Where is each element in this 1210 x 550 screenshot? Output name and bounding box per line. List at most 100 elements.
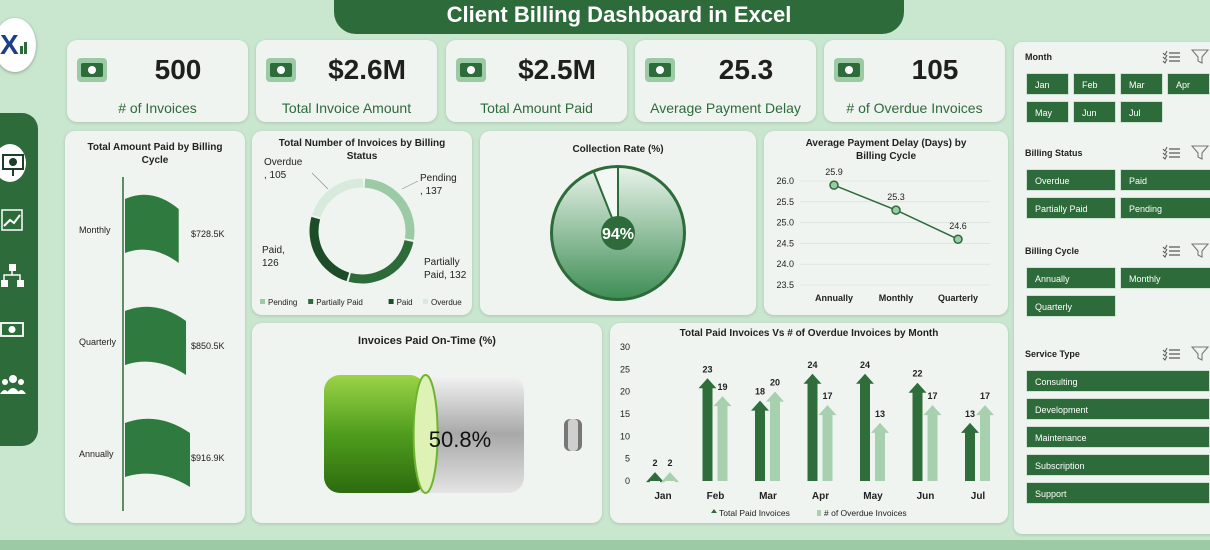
multi-select-icon[interactable] (1162, 347, 1182, 361)
money-icon[interactable] (0, 316, 26, 342)
slicer-item-monthly[interactable]: Monthly (1120, 267, 1210, 289)
multi-select-icon[interactable] (1162, 146, 1182, 160)
x-tick-label: Quarterly (938, 293, 978, 303)
slicer-item-consulting[interactable]: Consulting (1026, 370, 1210, 392)
data-label: 20 (770, 378, 780, 388)
icon-shape (1191, 346, 1209, 361)
logo: X (0, 18, 36, 72)
icon-shape (656, 66, 664, 74)
multi-select-icon[interactable] (1162, 244, 1182, 258)
slicer-title: Billing Cycle (1025, 246, 1080, 256)
data-label: , 137 (420, 186, 443, 197)
svg-text:X: X (0, 29, 19, 60)
clear-filter-icon[interactable] (1191, 49, 1209, 65)
slicer-item-paid[interactable]: Paid (1120, 169, 1210, 191)
icon-shape (1162, 248, 1168, 254)
chart-title: Invoices Paid On-Time (%) (358, 335, 496, 347)
clear-filter-icon[interactable] (1191, 145, 1209, 161)
multi-select-icon[interactable] (1162, 50, 1182, 64)
y-tick-label: 23.5 (776, 280, 794, 290)
chart-title: Total Number of Invoices by Billing Stat… (278, 138, 446, 162)
data-label: Partially (424, 257, 460, 268)
slicer-item-maintenance[interactable]: Maintenance (1026, 426, 1210, 448)
data-label: , 105 (264, 170, 287, 181)
slicer-title: Month (1025, 52, 1052, 62)
battery-terminal-shine (568, 419, 578, 451)
legend-label: Total Paid Invoices (719, 508, 790, 518)
doughnut-slice (312, 178, 364, 218)
trend-chart-icon[interactable] (0, 208, 26, 234)
page-title: Client Billing Dashboard in Excel (446, 2, 792, 27)
x-tick-label: Jan (654, 491, 671, 502)
slicer-item-support[interactable]: Support (1026, 482, 1210, 504)
slicer-item-jun[interactable]: Jun (1073, 101, 1116, 123)
bar-arrow (818, 405, 837, 481)
bottom-strip (0, 540, 1210, 550)
legend-label: # of Overdue Invoices (824, 508, 907, 518)
data-point (891, 205, 901, 215)
slicer-item-may[interactable]: May (1026, 101, 1069, 123)
doughnut-slice (348, 239, 414, 284)
chart-title: Total Paid Invoices Vs # of Overdue Invo… (679, 328, 939, 339)
presentation-icon[interactable] (0, 150, 28, 178)
slicer-item-jul[interactable]: Jul (1120, 101, 1163, 123)
kpi-label: Total Amount Paid (480, 100, 593, 116)
slicer-item-quarterly[interactable]: Quarterly (1026, 295, 1116, 317)
data-label: 17 (822, 391, 832, 401)
icon-shape (1191, 145, 1209, 160)
people-icon[interactable] (0, 372, 28, 398)
payment-delay-chart: 23.5 24.0 24.5 25.0 25.5 26.0 Annually Monthly Q… (776, 167, 990, 303)
slicer-item-subscription[interactable]: Subscription (1026, 454, 1210, 476)
legend-swatch (423, 299, 428, 304)
clear-filter-icon[interactable] (1191, 243, 1209, 259)
card-on-time: Invoices Paid On-Time (%) 50.8% (252, 323, 602, 523)
wallet-icon (266, 58, 296, 82)
category-label: Quarterly (79, 337, 117, 347)
y-tick-label: 30 (620, 342, 630, 352)
invoices-by-status-chart: Overdue , 105 Pending , 137 Paid, 126 Partiall… (260, 157, 467, 307)
bar-arrow (766, 391, 784, 481)
doughnut-slice (309, 216, 350, 282)
slicer-item-pending[interactable]: Pending (1120, 197, 1210, 219)
slicer-item-jan[interactable]: Jan (1026, 73, 1069, 95)
y-tick-label: 15 (620, 409, 630, 419)
y-tick-label: 24.5 (776, 238, 794, 248)
x-tick-label: Jun (917, 491, 935, 502)
card-collection-rate: Collection Rate (%) 94% (480, 131, 756, 315)
bar-flag (125, 194, 179, 263)
slicer-item-annually[interactable]: Annually (1026, 267, 1116, 289)
chart-title: Collection Rate (%) (572, 144, 664, 155)
card-invoices-by-status: Total Number of Invoices by Billing Stat… (252, 131, 472, 315)
slicer-item-mar[interactable]: Mar (1120, 73, 1163, 95)
chart-title: Total Amount Paid by Billing Cycle (87, 142, 223, 166)
data-label: 17 (927, 391, 937, 401)
legend-label: Pending (268, 298, 297, 307)
stopwatch-icon (645, 58, 675, 82)
x-tick-label: Jul (971, 491, 986, 502)
leader-line (401, 180, 419, 190)
data-label: $728.5K (191, 229, 225, 239)
x-tick-label: Mar (759, 491, 777, 502)
data-label: 2 (652, 458, 657, 468)
kpi-card: $2.5M Total Amount Paid (446, 40, 627, 122)
y-tick-label: 25.5 (776, 197, 794, 207)
icon-shape (1162, 146, 1168, 152)
bar-arrow (698, 378, 717, 481)
data-label: 25.9 (825, 167, 843, 177)
hierarchy-icon[interactable] (0, 262, 26, 290)
slicer-item-overdue[interactable]: Overdue (1026, 169, 1116, 191)
kpi-label: Average Payment Delay (650, 100, 801, 116)
clear-filter-icon[interactable] (1191, 346, 1209, 362)
data-label: 24 (860, 360, 870, 370)
slicer-item-apr[interactable]: Apr (1167, 73, 1210, 95)
category-label: Monthly (79, 225, 111, 235)
data-label: 2 (667, 458, 672, 468)
icon-shape (467, 66, 475, 74)
slicer-item-partially-paid[interactable]: Partially Paid (1026, 197, 1116, 219)
slicer-item-feb[interactable]: Feb (1073, 73, 1116, 95)
data-label: Paid, (262, 245, 285, 256)
icon-shape (845, 66, 853, 74)
slicer-item-development[interactable]: Development (1026, 398, 1210, 420)
bar-arrow (908, 382, 927, 481)
paid-vs-overdue-chart: 0 5 10 15 20 25 30 Jan 2 2 Feb 23 19 Mar 18 20 Apr 24 17 Ma… (620, 342, 994, 518)
